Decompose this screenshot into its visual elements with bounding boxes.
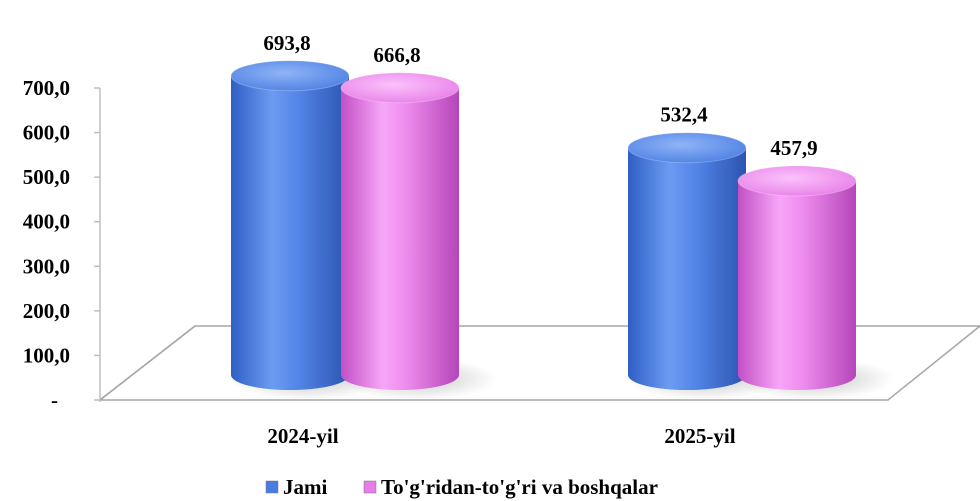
bar-body bbox=[628, 147, 746, 390]
bars bbox=[230, 60, 857, 390]
x-tick-label: 2024-yil bbox=[267, 424, 338, 448]
y-tick-label: 600,0 bbox=[23, 121, 70, 145]
y-tick-label: 200,0 bbox=[23, 299, 70, 323]
y-tick-label: 300,0 bbox=[23, 254, 70, 278]
legend: Jami To'g'ridan-to'g'ri va boshqalar bbox=[265, 475, 658, 499]
bar-2025-yil-0 bbox=[627, 132, 747, 390]
data-labels: 693,8 666,8 532,4 457,9 bbox=[263, 31, 817, 160]
x-tick-label: 2025-yil bbox=[664, 424, 735, 448]
legend-item: To'g'ridan-to'g'ri va boshqalar bbox=[363, 475, 658, 499]
bar-body bbox=[738, 180, 856, 390]
bar-2024-yil-0 bbox=[230, 60, 350, 390]
floor-depth-left bbox=[99, 325, 196, 401]
y-axis-ticks: - 100,0 200,0 300,0 400,0 500,0 600,0 700,0 bbox=[23, 76, 100, 412]
bar-body bbox=[341, 87, 459, 390]
bar-top-cap bbox=[627, 132, 747, 164]
legend-item: Jami bbox=[265, 475, 327, 499]
legend-swatch bbox=[363, 480, 377, 494]
bar-2025-yil-1 bbox=[737, 165, 857, 390]
x-axis-ticks: 2024-yil 2025-yil bbox=[267, 424, 735, 448]
bar-2024-yil-1 bbox=[340, 72, 460, 390]
y-tick-label: 700,0 bbox=[23, 76, 70, 100]
y-tick-label: - bbox=[51, 388, 58, 412]
data-label: 693,8 bbox=[263, 31, 310, 55]
bar-body bbox=[231, 75, 349, 390]
y-tick-label: 500,0 bbox=[23, 165, 70, 189]
bar-top-cap bbox=[230, 60, 350, 92]
data-label: 532,4 bbox=[660, 103, 708, 127]
legend-label: To'g'ridan-to'g'ri va boshqalar bbox=[381, 475, 658, 499]
data-label: 457,9 bbox=[770, 136, 817, 160]
data-label: 666,8 bbox=[373, 43, 420, 67]
y-tick-label: 400,0 bbox=[23, 210, 70, 234]
legend-swatch bbox=[265, 480, 279, 494]
bar-top-cap bbox=[340, 72, 460, 104]
legend-label: Jami bbox=[283, 475, 327, 499]
y-tick-label: 100,0 bbox=[23, 343, 70, 367]
bar-top-cap bbox=[737, 165, 857, 197]
